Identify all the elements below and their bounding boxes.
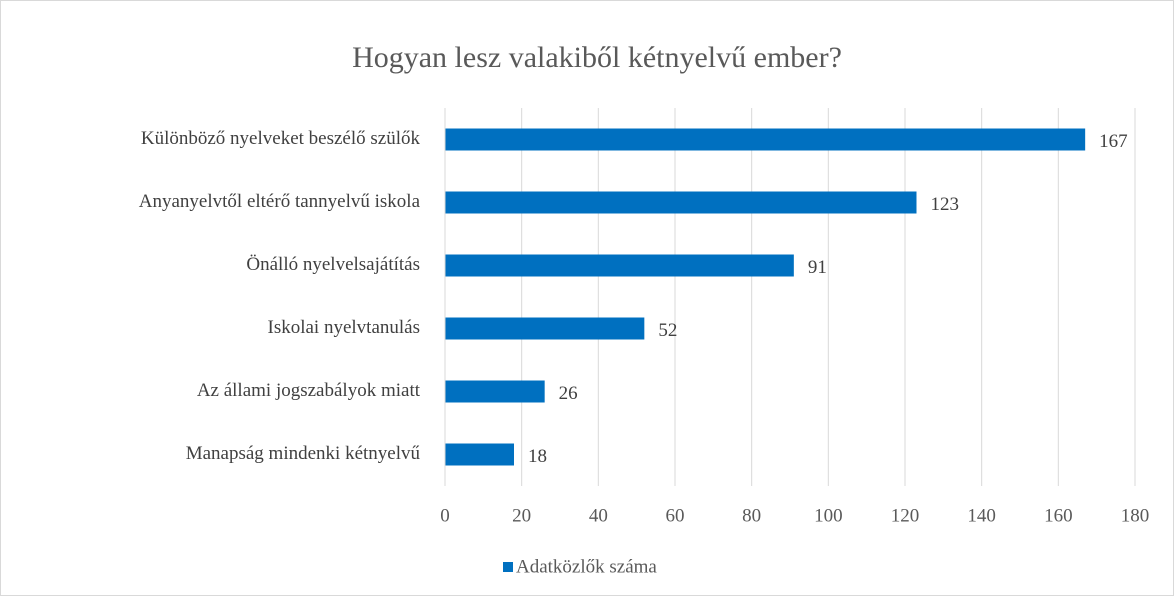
legend-label: Adatközlők száma xyxy=(516,556,657,577)
chart-title: Hogyan lesz valakiből kétnyelvű ember? xyxy=(352,41,842,74)
bar xyxy=(445,380,545,403)
bar xyxy=(445,254,794,277)
value-label: 91 xyxy=(808,257,827,278)
x-tick-label: 140 xyxy=(967,505,996,526)
y-tick-label: Iskolai nyelvtanulás xyxy=(268,317,421,338)
value-label: 123 xyxy=(931,194,960,215)
bar xyxy=(445,443,514,466)
x-tick-label: 40 xyxy=(589,505,608,526)
bar xyxy=(445,128,1086,151)
x-tick-label: 60 xyxy=(666,505,685,526)
x-tick-label: 160 xyxy=(1044,505,1073,526)
value-label: 167 xyxy=(1099,131,1128,152)
value-label: 26 xyxy=(559,383,578,404)
legend-swatch xyxy=(503,562,513,572)
x-tick-label: 20 xyxy=(512,505,531,526)
x-tick-label: 180 xyxy=(1121,505,1150,526)
value-label: 52 xyxy=(658,320,677,341)
value-label: 18 xyxy=(528,446,547,467)
x-tick-label: 120 xyxy=(891,505,920,526)
bar xyxy=(445,191,917,214)
bar xyxy=(445,317,645,340)
y-tick-label: Különböző nyelveket beszélő szülők xyxy=(141,128,421,149)
y-tick-label: Manapság mindenki kétnyelvű xyxy=(186,443,421,464)
y-tick-label: Az állami jogszabályok miatt xyxy=(197,380,421,401)
x-tick-label: 100 xyxy=(814,505,843,526)
y-tick-label: Önálló nyelvelsajátítás xyxy=(246,254,420,275)
x-tick-label: 0 xyxy=(440,505,450,526)
y-tick-label: Anyanyelvtől eltérő tannyelvű iskola xyxy=(139,191,421,212)
x-tick-label: 80 xyxy=(742,505,761,526)
